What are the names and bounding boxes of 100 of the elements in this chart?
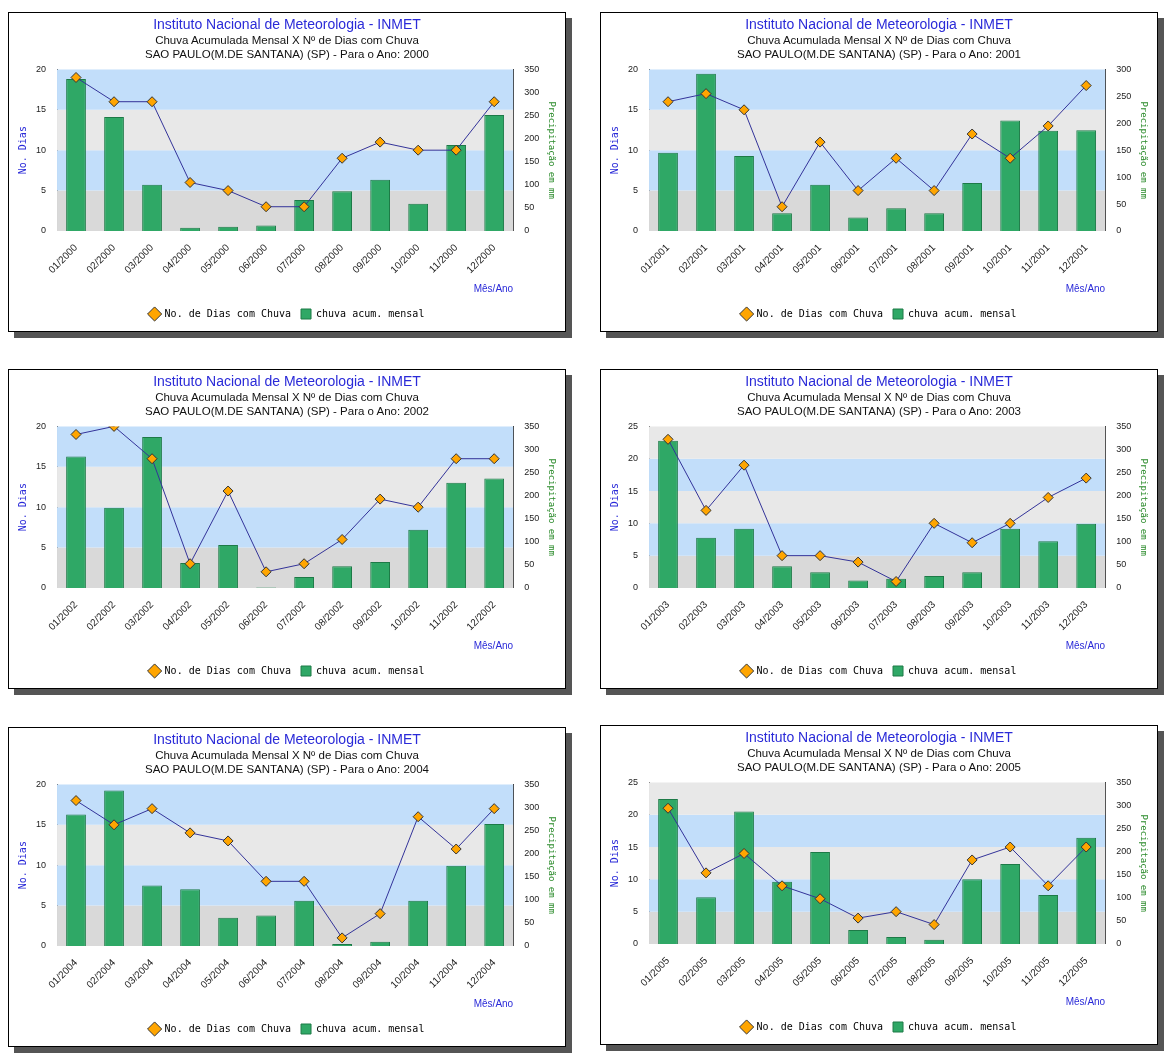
y2-tick-label: 100 xyxy=(1116,536,1132,547)
y2-tick-label: 200 xyxy=(1116,846,1132,857)
y2-axis-title: Precipitação em mm xyxy=(547,458,558,556)
y2-tick-label: 0 xyxy=(524,582,530,593)
y2-tick-label: 200 xyxy=(1116,117,1132,128)
y2-tick-label: 200 xyxy=(524,848,540,859)
legend-label: No. de Dias com Chuva xyxy=(756,664,884,676)
legend-label: No. de Dias com Chuva xyxy=(164,1022,292,1034)
x-axis-title: Mês/Ano xyxy=(473,997,514,1009)
y2-tick-label: 150 xyxy=(524,513,540,524)
legend-label: No. de Dias com Chuva xyxy=(756,1020,884,1032)
y-tick-label: 10 xyxy=(36,144,47,155)
legend-label: No. de Dias com Chuva xyxy=(756,307,884,319)
y2-tick-label: 50 xyxy=(524,917,535,928)
y2-axis-title: Precipitação em mm xyxy=(1139,458,1150,556)
y2-tick-label: 150 xyxy=(1116,869,1132,880)
y-tick-label: 20 xyxy=(36,63,47,74)
y2-tick-label: 250 xyxy=(1116,823,1132,834)
y2-tick-label: 200 xyxy=(1116,490,1132,501)
y2-tick-label: 300 xyxy=(524,443,540,454)
legend-label: chuva acum. mensal xyxy=(316,307,425,319)
y-tick-label: 25 xyxy=(628,420,639,431)
y-tick-label: 15 xyxy=(628,841,639,852)
y-axis-title: No. Dias xyxy=(16,841,28,890)
y-tick-label: 10 xyxy=(628,873,639,884)
y-axis-title: No. Dias xyxy=(608,839,620,888)
y-tick-label: 0 xyxy=(41,940,47,951)
y-tick-label: 20 xyxy=(36,420,47,431)
chart-title: Instituto Nacional de Meteorologia - INMET xyxy=(153,731,422,748)
y-tick-label: 25 xyxy=(628,776,639,787)
y2-tick-label: 100 xyxy=(524,894,540,905)
y2-tick-label: 200 xyxy=(524,490,540,501)
y2-tick-label: 150 xyxy=(524,156,540,167)
y-tick-label: 5 xyxy=(41,185,47,196)
y2-tick-label: 150 xyxy=(524,871,540,882)
y-tick-label: 10 xyxy=(628,517,639,528)
y2-tick-label: 50 xyxy=(1116,915,1127,926)
y-tick-label: 15 xyxy=(628,104,639,115)
y2-tick-label: 300 xyxy=(1116,63,1132,74)
chart-subtitle: Chuva Acumulada Mensal X Nº de Dias com Chuva SAO PAULO(M.DE SANTANA) (SP) - Para o Ano: 2001 xyxy=(737,33,1021,60)
x-axis-title: Mês/Ano xyxy=(473,639,514,651)
y2-tick-label: 200 xyxy=(524,133,540,144)
y-tick-label: 15 xyxy=(36,104,47,115)
y-tick-label: 20 xyxy=(628,453,639,464)
y2-tick-label: 250 xyxy=(1116,90,1132,101)
y2-tick-label: 300 xyxy=(1116,443,1132,454)
chart-subtitle: Chuva Acumulada Mensal X Nº de Dias com Chuva SAO PAULO(M.DE SANTANA) (SP) - Para o Ano: 2000 xyxy=(145,33,429,60)
legend-label: chuva acum. mensal xyxy=(908,664,1017,676)
y-tick-label: 5 xyxy=(41,542,47,553)
y2-axis-title: Precipitação em mm xyxy=(547,101,558,199)
y2-tick-label: 250 xyxy=(524,825,540,836)
y2-tick-label: 250 xyxy=(524,110,540,121)
y2-axis-title: Precipitação em mm xyxy=(1139,101,1150,199)
y2-tick-label: 0 xyxy=(1116,582,1122,593)
y2-tick-label: 250 xyxy=(1116,467,1132,478)
y-tick-label: 0 xyxy=(633,582,639,593)
x-axis-title: Mês/Ano xyxy=(1065,282,1106,294)
y2-tick-label: 0 xyxy=(524,225,530,236)
y-tick-label: 15 xyxy=(36,461,47,472)
y2-axis-title: Precipitação em mm xyxy=(1139,814,1150,912)
y2-tick-label: 350 xyxy=(1116,420,1132,431)
y-tick-label: 10 xyxy=(628,144,639,155)
y2-tick-label: 350 xyxy=(524,778,540,789)
chart-title: Instituto Nacional de Meteorologia - INMET xyxy=(745,729,1014,746)
chart-subtitle: Chuva Acumulada Mensal X Nº de Dias com Chuva SAO PAULO(M.DE SANTANA) (SP) - Para o Ano: 2003 xyxy=(737,390,1021,417)
y2-tick-label: 100 xyxy=(1116,171,1132,182)
y-tick-label: 0 xyxy=(633,938,639,949)
legend-label: No. de Dias com Chuva xyxy=(164,307,292,319)
legend-label: chuva acum. mensal xyxy=(316,664,425,676)
y2-tick-label: 50 xyxy=(1116,559,1127,570)
y-tick-label: 0 xyxy=(41,582,47,593)
legend-label: chuva acum. mensal xyxy=(908,307,1017,319)
chart-subtitle: Chuva Acumulada Mensal X Nº de Dias com Chuva SAO PAULO(M.DE SANTANA) (SP) - Para o Ano: 2002 xyxy=(145,390,429,417)
y-tick-label: 15 xyxy=(36,819,47,830)
y-tick-label: 20 xyxy=(628,63,639,74)
y-tick-label: 5 xyxy=(633,906,639,917)
y2-tick-label: 350 xyxy=(524,63,540,74)
chart-title: Instituto Nacional de Meteorologia - INMET xyxy=(153,373,422,390)
y2-tick-label: 250 xyxy=(524,467,540,478)
x-axis-title: Mês/Ano xyxy=(1065,639,1106,651)
y-axis-title: No. Dias xyxy=(608,126,620,175)
y2-tick-label: 350 xyxy=(524,420,540,431)
y-tick-label: 0 xyxy=(633,225,639,236)
y-tick-label: 5 xyxy=(633,185,639,196)
y-axis-title: No. Dias xyxy=(16,483,28,532)
legend-label: chuva acum. mensal xyxy=(908,1020,1017,1032)
y-tick-label: 10 xyxy=(36,859,47,870)
x-axis-title: Mês/Ano xyxy=(1065,995,1106,1007)
y2-tick-label: 50 xyxy=(524,559,535,570)
y2-axis-title: Precipitação em mm xyxy=(547,816,558,914)
y-tick-label: 5 xyxy=(633,550,639,561)
y2-tick-label: 300 xyxy=(524,801,540,812)
y-axis-title: No. Dias xyxy=(16,126,28,175)
chart-title: Instituto Nacional de Meteorologia - INMET xyxy=(153,16,422,33)
y2-tick-label: 0 xyxy=(524,940,530,951)
y-tick-label: 20 xyxy=(36,778,47,789)
chart-title: Instituto Nacional de Meteorologia - INMET xyxy=(745,16,1014,33)
y-tick-label: 15 xyxy=(628,485,639,496)
y2-tick-label: 0 xyxy=(1116,938,1122,949)
y2-tick-label: 300 xyxy=(524,86,540,97)
